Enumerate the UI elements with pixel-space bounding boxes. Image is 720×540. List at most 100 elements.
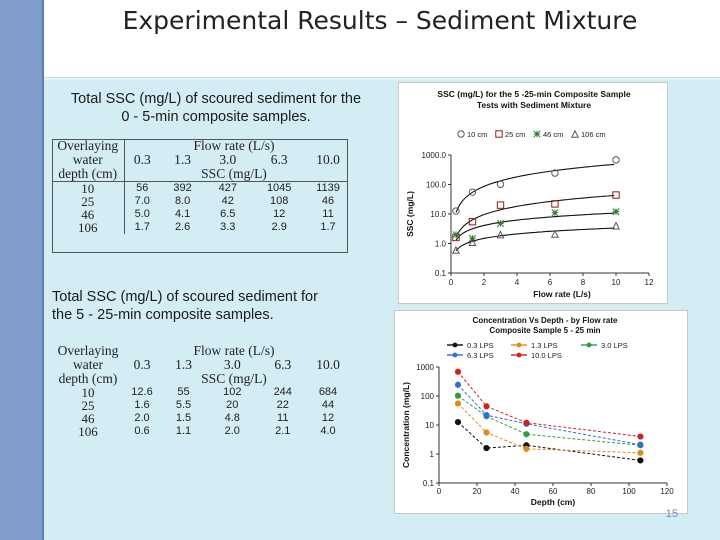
chart1-trend-line [455, 212, 615, 241]
chart1-x-tick-label: 2 [482, 278, 487, 287]
chart2-title-line1: Concentration Vs Depth - by Flow rate [473, 316, 618, 325]
table2-cell: 2.0 [224, 425, 240, 437]
table2-cell: 55 [177, 386, 190, 398]
table2-cell: 102 [223, 386, 242, 398]
chart2-x-tick-label: 60 [549, 487, 558, 496]
chart-concentration-vs-depth: Concentration Vs Depth - by Flow rate Com… [394, 310, 688, 514]
chart1-point [611, 221, 621, 230]
chart2-title-line2: Composite Sample 5 - 25 min [489, 326, 600, 335]
chart2-series-line [457, 371, 641, 437]
chart1-point [468, 188, 477, 196]
table1-cell: 2.6 [174, 221, 191, 233]
table1-cell: 42 [221, 195, 234, 207]
table2-cell: 5.5 [175, 399, 192, 411]
table1-row: 25 7.0 8.0 42 108 46 [52, 195, 348, 208]
table2-row-depth: 46 [81, 411, 95, 426]
table2-row: 46 2.0 1.5 4.8 11 12 [52, 412, 348, 425]
chart2-point [523, 445, 530, 452]
chart1-x-tick-label: 8 [581, 278, 586, 287]
table1-header-flow-label: Flow rate (L/s) [193, 138, 275, 153]
page-number: 15 [665, 508, 678, 520]
table1-row: 10 56 392 427 1045 1139 [52, 181, 348, 195]
chart2-point [523, 419, 530, 426]
chart1-x-tick-label: 6 [548, 278, 553, 287]
table1-header-unit: SSC (mg/L) [160, 167, 308, 182]
table1-cell: 5.0 [134, 208, 150, 220]
table1-cell: 7.0 [134, 195, 150, 207]
chart2-series-line [457, 384, 641, 446]
chart1-legend-marker [457, 130, 465, 138]
chart1-x-tick-label: 12 [645, 278, 654, 287]
chart2-point [454, 400, 462, 407]
slide-left-accent-bar [0, 0, 44, 540]
table1-cell: 12 [273, 208, 286, 220]
chart2-y-tick-label: 0.1 [423, 479, 435, 488]
chart1-x-tick-label: 10 [612, 278, 621, 287]
table2-cell: 44 [321, 399, 335, 411]
chart2-legend-label: 0.3 LPS [467, 341, 494, 350]
table2-header-flow-3: 6.3 [274, 357, 292, 372]
table2-cell: 684 [318, 386, 338, 398]
chart1-y-tick-label: 100.0 [426, 181, 447, 190]
chart2-legend-marker [452, 342, 458, 348]
chart1-legend-marker [533, 130, 541, 138]
chart1-y-label: SSC (mg/L) [405, 191, 415, 237]
chart2-x-tick-label: 40 [511, 487, 520, 496]
chart1-legend-label: 46 cm [543, 130, 563, 139]
chart2-x-tick-label: 80 [587, 487, 596, 496]
chart1-point [468, 217, 477, 226]
table1-header-flow-4: 10.0 [316, 152, 340, 167]
chart1-legend-marker [570, 129, 580, 138]
table2-header-depth-line3: depth (cm) [58, 371, 118, 386]
table2-cell: 244 [273, 386, 292, 398]
chart1-point [496, 219, 505, 227]
table1-cell: 11 [322, 208, 334, 220]
chart2-legend-marker [452, 352, 458, 358]
chart2-series-line [457, 421, 641, 461]
table1-cell: 4.1 [174, 208, 191, 220]
chart2-legend-label: 6.3 LPS [467, 351, 494, 360]
chart2-x-tick-label: 120 [660, 487, 674, 496]
chart1-svg: SSC (mg/L) for the 5 -25-min Composite S… [405, 89, 654, 299]
chart2-series-line [457, 403, 641, 454]
table2-cell: 1.1 [175, 425, 192, 437]
chart2-legend-marker [516, 342, 522, 348]
table2-cell: 2.1 [275, 425, 291, 437]
chart2-y-tick-label: 100 [421, 392, 435, 401]
table2-cell: 1.5 [175, 412, 192, 424]
table1-row: 106 1.7 2.6 3.3 2.9 1.7 [52, 221, 348, 234]
table1-header-depth-line2: water [52, 153, 125, 167]
table1-cell: 1.7 [320, 221, 336, 233]
chart1-x-tick-label: 0 [449, 278, 454, 287]
table2-row: 10 12.6 55 102 244 684 [52, 386, 348, 399]
table1-row-depth: 10 [52, 181, 125, 195]
table2-cell: 20 [226, 399, 239, 411]
table2-ssc-5-25min: Overlaying 0.3 Flow rate (L/s) 10.0 wate… [52, 344, 348, 439]
table2-header-flow-0: 0.3 [133, 357, 151, 372]
table2-cell: 4.0 [320, 425, 336, 437]
chart1-y-tick-label: 1000.0 [422, 151, 447, 160]
table1-row-depth: 25 [52, 195, 125, 208]
table1-ssc-0-5min: Overlaying 0.3 Flow rate (L/s) 10.0 wate… [52, 139, 348, 234]
table2-row-depth: 10 [81, 385, 95, 400]
chart2-point [483, 411, 490, 419]
chart1-x-tick-label: 4 [515, 278, 520, 287]
chart2-x-tick-label: 100 [622, 487, 636, 496]
chart2-x-tick-label: 0 [437, 487, 442, 496]
chart1-title-line2: Tests with Sediment Mixture [477, 100, 591, 110]
table2-header-flow-2: 3.0 [223, 357, 241, 372]
chart1-legend-marker [495, 130, 503, 138]
chart1-trend-line [455, 163, 615, 213]
table1-row-depth: 46 [52, 208, 125, 221]
table1-cell: 2.9 [271, 221, 287, 233]
chart2-point [637, 433, 644, 440]
chart2-y-tick-label: 10 [425, 421, 434, 430]
table2-caption: Total SSC (mg/L) of scoured sediment for… [52, 289, 318, 323]
chart2-legend-label: 3.0 LPS [601, 341, 628, 350]
table2-row: 106 0.6 1.1 2.0 2.1 4.0 [52, 425, 348, 438]
chart1-point [551, 209, 559, 217]
chart2-legend-label: 1.3 LPS [531, 341, 558, 350]
chart1-point [452, 207, 460, 215]
table2-cell: 2.0 [134, 412, 150, 424]
chart2-point [454, 368, 462, 375]
